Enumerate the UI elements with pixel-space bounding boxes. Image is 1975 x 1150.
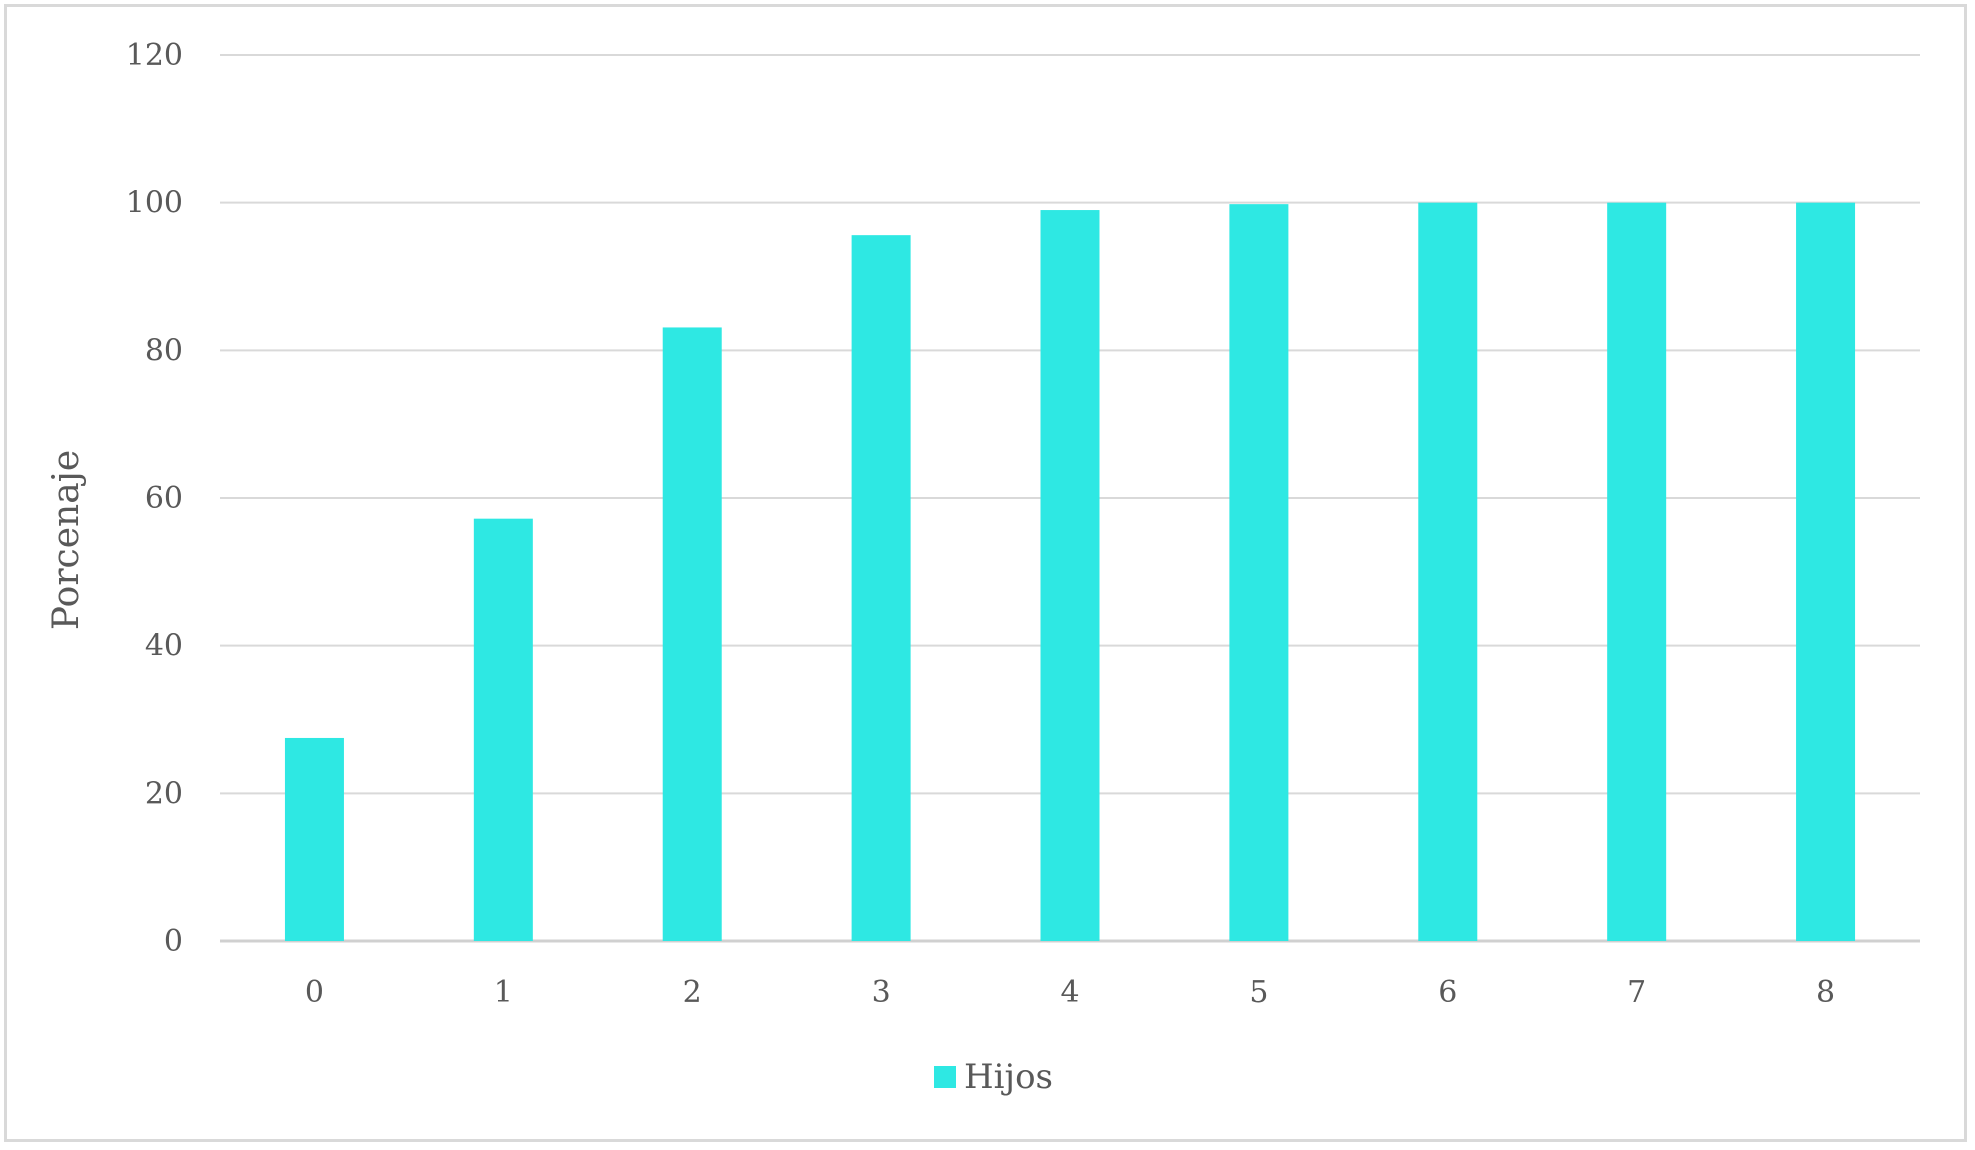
x-tick-label-4: 4 [1060, 975, 1079, 1010]
legend-swatch [934, 1066, 956, 1088]
x-tick-label-6: 6 [1438, 975, 1457, 1010]
bar-0[interactable] [284, 737, 344, 941]
y-tick-label-80: 80 [145, 333, 183, 368]
bar-7[interactable] [1607, 202, 1667, 941]
bar-5[interactable] [1229, 204, 1289, 942]
bar-2[interactable] [662, 327, 722, 941]
bar-4[interactable] [1040, 210, 1100, 942]
y-tick-label-0: 0 [164, 924, 183, 959]
x-tick-label-3: 3 [872, 975, 891, 1010]
legend-label-hijos: Hijos [964, 1057, 1053, 1097]
y-tick-labels: 0 20 40 60 80 100 120 [126, 38, 183, 959]
y-tick-label-60: 60 [145, 481, 183, 516]
bar-3[interactable] [851, 235, 911, 942]
x-tick-labels: 0 1 2 3 4 5 6 7 8 [305, 975, 1835, 1010]
x-tick-label-1: 1 [494, 975, 513, 1010]
y-tick-label-40: 40 [145, 629, 183, 664]
y-tick-label-120: 120 [126, 38, 183, 73]
x-tick-label-5: 5 [1249, 975, 1268, 1010]
x-tick-label-0: 0 [305, 975, 324, 1010]
x-tick-label-8: 8 [1816, 975, 1835, 1010]
x-tick-label-2: 2 [683, 975, 702, 1010]
bar-6[interactable] [1418, 202, 1478, 941]
y-axis-title: Porcenaje [46, 450, 87, 630]
legend[interactable]: Hijos [934, 1057, 1053, 1097]
bars [284, 202, 1856, 942]
y-tick-label-20: 20 [145, 776, 183, 811]
bar-1[interactable] [473, 518, 533, 941]
y-tick-label-100: 100 [126, 186, 183, 221]
bar-8[interactable] [1796, 202, 1856, 941]
x-tick-label-7: 7 [1627, 975, 1646, 1010]
